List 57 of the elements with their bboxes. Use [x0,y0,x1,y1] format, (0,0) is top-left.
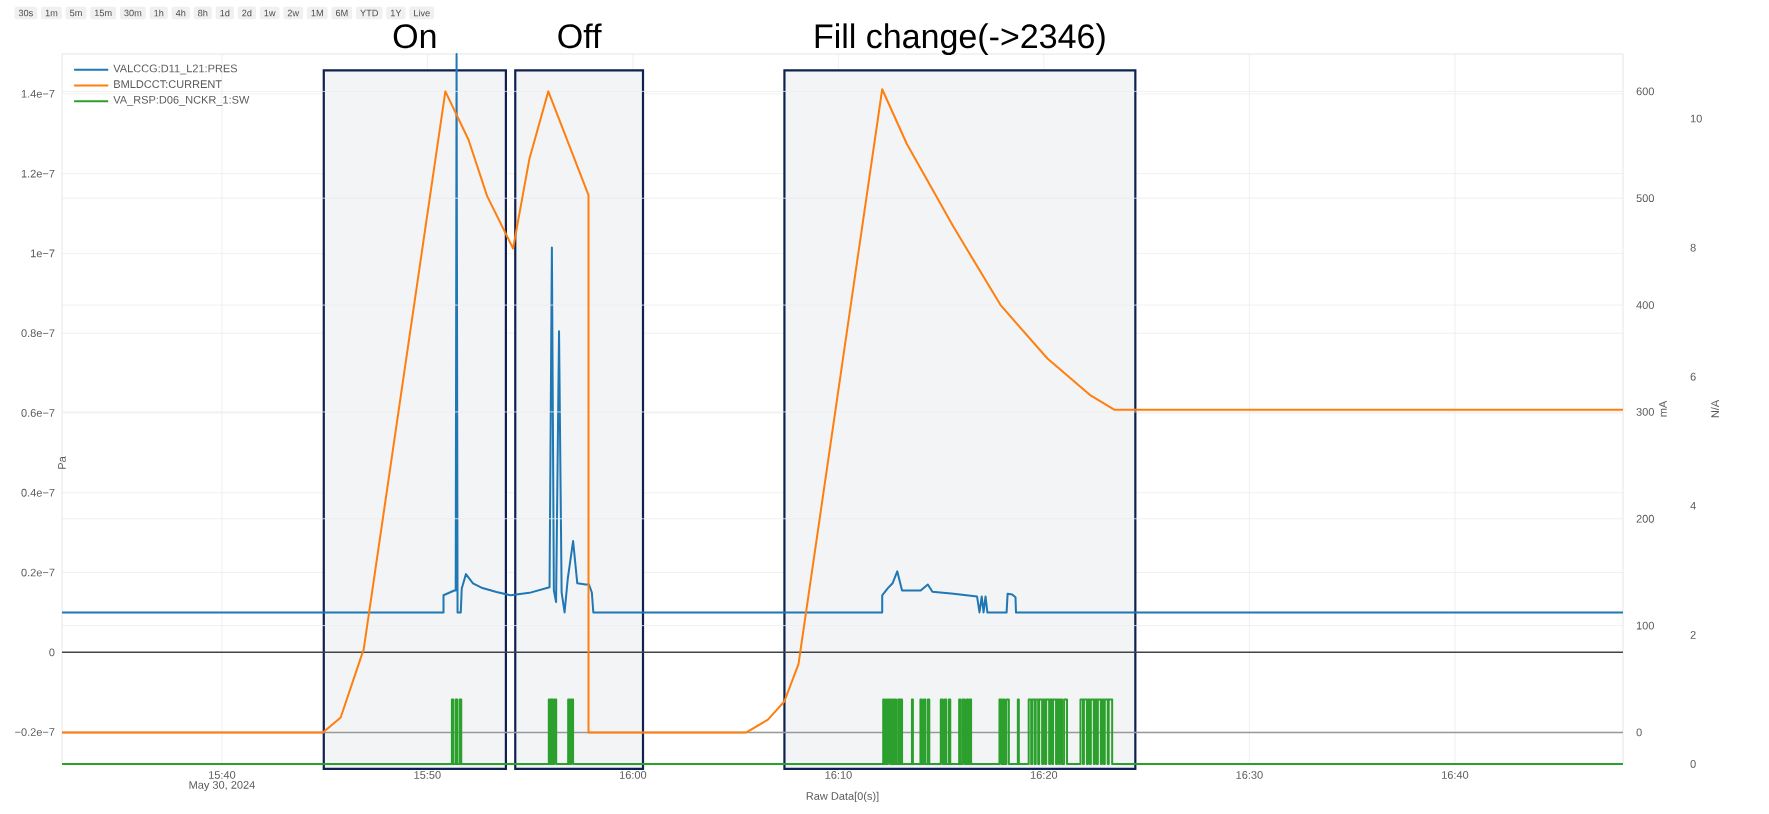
y-tick-label: 1e−7 [31,249,55,258]
x-tick-label: 16:00 [619,771,647,779]
text: 1w [264,9,276,17]
y-axis-title: Pa [58,456,66,469]
y-tick-label: 0.2e−7 [21,568,55,577]
text: 1Y [390,9,402,17]
y2-axis-title: mA [1659,400,1667,417]
band-label: Off [558,23,602,49]
x-tick-label: 15:50 [414,771,441,779]
text: 1M [311,9,323,17]
text: 1h [154,9,164,17]
text: 30m [124,9,142,17]
text: 5m [70,9,82,17]
y2-tick-label: 0 [1636,728,1642,737]
x-tick-label: 16:30 [1236,771,1263,779]
text: 1d [220,9,230,17]
x-tick-label: 16:40 [1442,771,1469,779]
text: 2d [242,9,252,17]
band-label: On [393,24,436,49]
y2-tick-label: 500 [1636,194,1654,203]
y3-tick-label: 6 [1690,372,1696,381]
x-tick-label: 16:10 [825,771,852,779]
y3-tick-label: 2 [1690,631,1696,639]
y-tick-label: 1.4e−7 [21,90,55,98]
y3-tick-label: 10 [1690,114,1702,123]
text: 2w [287,9,300,17]
y-tick-label: 0.4e−7 [21,488,55,497]
y3-tick-label: 0 [1690,760,1696,768]
y3-tick-label: 4 [1690,502,1696,510]
y-tick-label: −0.2e−7 [15,728,55,736]
y2-tick-label: 400 [1636,301,1654,309]
text: 4h [175,9,186,17]
legend-label: BMLDCCT:CURRENT [114,80,222,88]
y2-tick-label: 300 [1636,408,1654,416]
text: YTD [360,9,379,17]
text: 6M [335,9,348,17]
text: 15m [94,9,112,17]
y2-tick-label: 200 [1636,514,1654,523]
legend-label: VALCCG:D11_L21:PRES [113,64,238,75]
y2-tick-label: 600 [1636,87,1654,96]
text: 30s [18,9,33,17]
y-tick-label: 0.6e−7 [21,409,55,417]
x-tick-label: 16:20 [1030,771,1058,779]
y3-axis-title: N/A [1710,399,1719,418]
y-tick-label: 0.8e−7 [21,329,55,338]
x-axis-title: Raw Data[0(s)] [806,791,879,803]
band-label: Fill change(->2346) [815,23,1105,56]
text: May 30, 2024 [189,781,255,791]
text: Live [414,9,430,17]
x-tick-label: 15:40 [209,771,236,779]
y3-tick-label: 8 [1690,243,1696,252]
text: 1m [45,9,58,17]
y2-tick-label: 100 [1636,621,1654,630]
y-tick-label: 1.2e−7 [21,169,55,178]
legend-label: VA_RSP:D06_NCKR_1:SW [113,95,250,106]
text: 8h [198,9,208,17]
y-tick-label: 0 [49,648,55,657]
